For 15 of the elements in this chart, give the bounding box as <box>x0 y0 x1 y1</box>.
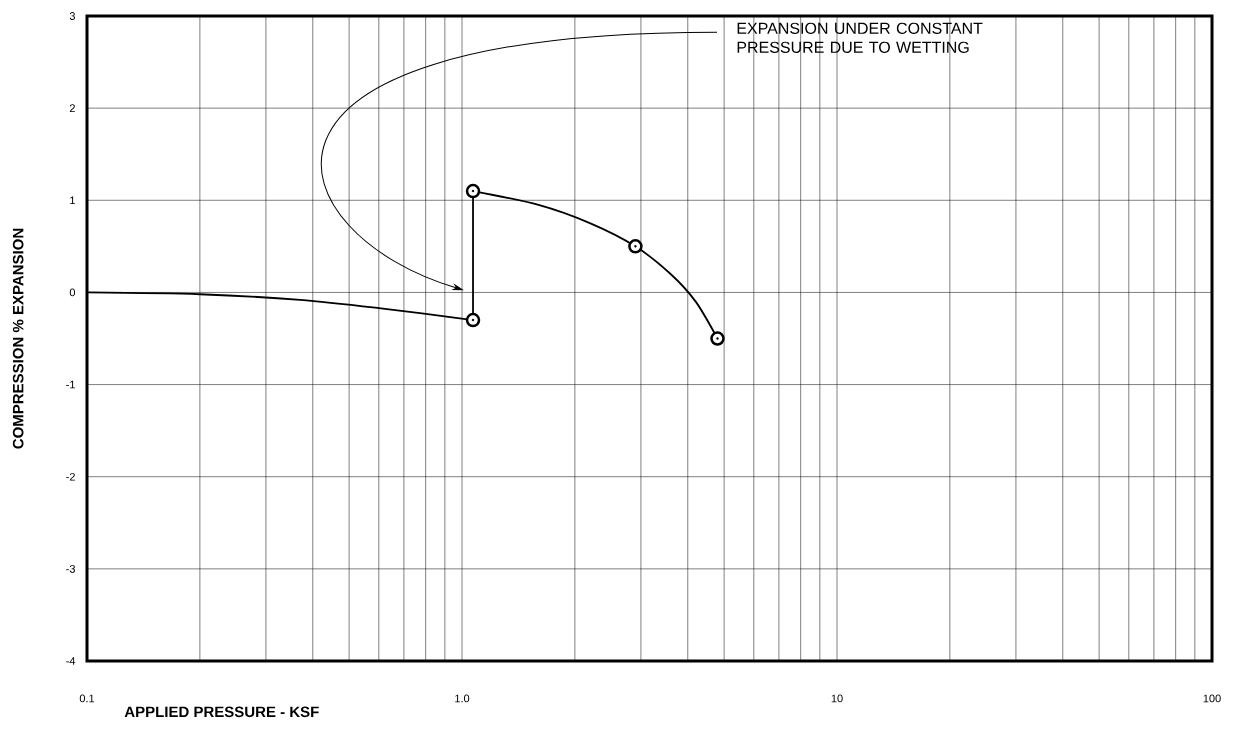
y-tick-label: -3 <box>66 564 75 573</box>
y-tick-label: 2 <box>69 104 75 112</box>
y-tick-label: 1 <box>70 196 75 205</box>
y-tick-label: 0 <box>69 288 76 297</box>
x-tick-label: 1.0 <box>455 694 470 703</box>
y-tick-label: -1 <box>66 380 75 389</box>
y-tick-label: -4 <box>66 657 76 665</box>
x-tick-label: 0.1 <box>79 694 95 703</box>
x-tick-label: 10 <box>831 694 843 703</box>
x-tick-label: 100 <box>1203 694 1221 703</box>
x-axis-title: APPLIED PRESSURE - KSF <box>124 706 319 718</box>
annotation: EXPANSION UNDER CONSTANT PRESSURE DUE TO WETTING <box>737 22 983 53</box>
y-axis-title: COMPRESSION % EXPANSION <box>12 228 24 449</box>
y-tick-label: -2 <box>66 472 75 481</box>
y-tick-label: 3 <box>69 12 75 20</box>
